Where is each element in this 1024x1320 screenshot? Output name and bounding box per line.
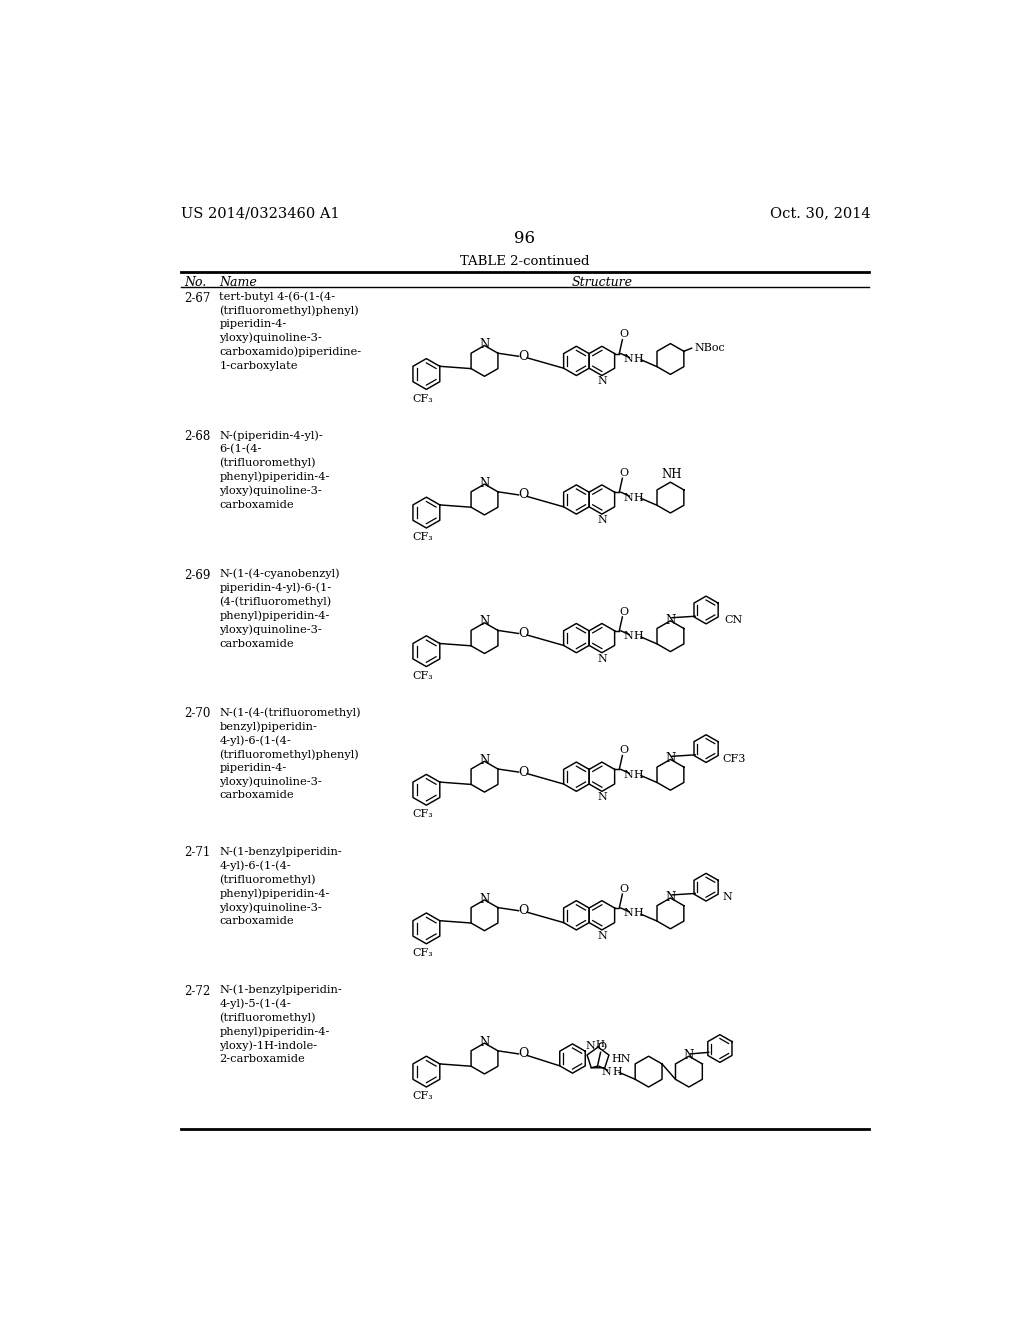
Text: N: N (479, 892, 489, 906)
Text: Structure: Structure (571, 276, 633, 289)
Text: H: H (634, 354, 643, 364)
Text: 2-71: 2-71 (183, 846, 210, 859)
Text: N: N (624, 354, 633, 364)
Text: N: N (723, 892, 732, 902)
Text: N: N (598, 376, 607, 387)
Text: N-(1-benzylpiperidin-
4-yl)-6-(1-(4-
(trifluoromethyl)
phenyl)piperidin-4-
yloxy: N-(1-benzylpiperidin- 4-yl)-6-(1-(4- (tr… (219, 846, 342, 925)
Text: N-(1-(4-(trifluoromethyl)
benzyl)piperidin-
4-yl)-6-(1-(4-
(trifluoromethyl)phen: N-(1-(4-(trifluoromethyl) benzyl)piperid… (219, 708, 361, 800)
Text: NH: NH (662, 469, 682, 480)
Text: O: O (598, 1041, 606, 1052)
Text: N-(1-benzylpiperidin-
4-yl)-5-(1-(4-
(trifluoromethyl)
phenyl)piperidin-4-
yloxy: N-(1-benzylpiperidin- 4-yl)-5-(1-(4- (tr… (219, 985, 342, 1064)
Text: N-(1-(4-cyanobenzyl)
piperidin-4-yl)-6-(1-
(4-(trifluoromethyl)
phenyl)piperidin: N-(1-(4-cyanobenzyl) piperidin-4-yl)-6-(… (219, 569, 340, 648)
Text: O: O (620, 607, 629, 616)
Text: CF₃: CF₃ (412, 393, 433, 404)
Text: O: O (518, 904, 528, 917)
Text: H: H (634, 770, 643, 780)
Text: N: N (666, 891, 676, 904)
Text: TABLE 2-continued: TABLE 2-continued (460, 256, 590, 268)
Text: tert-butyl 4-(6-(1-(4-
(trifluoromethyl)phenyl)
piperidin-4-
yloxy)quinoline-3-
: tert-butyl 4-(6-(1-(4- (trifluoromethyl)… (219, 292, 361, 371)
Text: CF₃: CF₃ (412, 809, 433, 820)
Text: O: O (518, 350, 528, 363)
Text: CF₃: CF₃ (412, 532, 433, 543)
Text: N: N (666, 752, 676, 766)
Text: 2-67: 2-67 (183, 292, 210, 305)
Text: Oct. 30, 2014: Oct. 30, 2014 (770, 206, 870, 220)
Text: 96: 96 (514, 230, 536, 247)
Text: N: N (479, 1036, 489, 1049)
Text: US 2014/0323460 A1: US 2014/0323460 A1 (180, 206, 339, 220)
Text: 2-68: 2-68 (183, 430, 210, 444)
Text: HN: HN (611, 1055, 631, 1064)
Text: O: O (620, 469, 629, 478)
Text: CF₃: CF₃ (412, 671, 433, 681)
Text: O: O (620, 330, 629, 339)
Text: N: N (598, 931, 607, 941)
Text: N: N (479, 338, 489, 351)
Text: O: O (518, 1047, 528, 1060)
Text: N: N (585, 1040, 595, 1051)
Text: O: O (518, 488, 528, 502)
Text: N: N (624, 908, 633, 919)
Text: N: N (598, 653, 607, 664)
Text: 2-72: 2-72 (183, 985, 210, 998)
Text: N: N (602, 1067, 611, 1077)
Text: O: O (620, 746, 629, 755)
Text: O: O (518, 627, 528, 640)
Text: CN: CN (724, 615, 742, 624)
Text: N: N (624, 492, 633, 503)
Text: N: N (479, 615, 489, 628)
Text: N: N (624, 770, 633, 780)
Text: H: H (634, 908, 643, 919)
Text: N: N (479, 754, 489, 767)
Text: O: O (620, 884, 629, 894)
Text: N: N (666, 614, 676, 627)
Text: 2-69: 2-69 (183, 569, 210, 582)
Text: H: H (634, 631, 643, 642)
Text: No.: No. (183, 276, 206, 289)
Text: N: N (479, 477, 489, 490)
Text: H: H (595, 1040, 604, 1048)
Text: CF3: CF3 (723, 754, 746, 763)
Text: CF₃: CF₃ (412, 948, 433, 958)
Text: N: N (598, 792, 607, 803)
Text: N: N (684, 1049, 694, 1063)
Text: O: O (518, 766, 528, 779)
Text: N: N (598, 515, 607, 525)
Text: Name: Name (219, 276, 257, 289)
Text: 2-70: 2-70 (183, 708, 210, 721)
Text: N: N (624, 631, 633, 642)
Text: NBoc: NBoc (694, 343, 725, 354)
Text: H: H (612, 1067, 622, 1077)
Text: H: H (634, 492, 643, 503)
Text: CF₃: CF₃ (412, 1092, 433, 1101)
Text: N-(piperidin-4-yl)-
6-(1-(4-
(trifluoromethyl)
phenyl)piperidin-4-
yloxy)quinoli: N-(piperidin-4-yl)- 6-(1-(4- (trifluorom… (219, 430, 330, 510)
